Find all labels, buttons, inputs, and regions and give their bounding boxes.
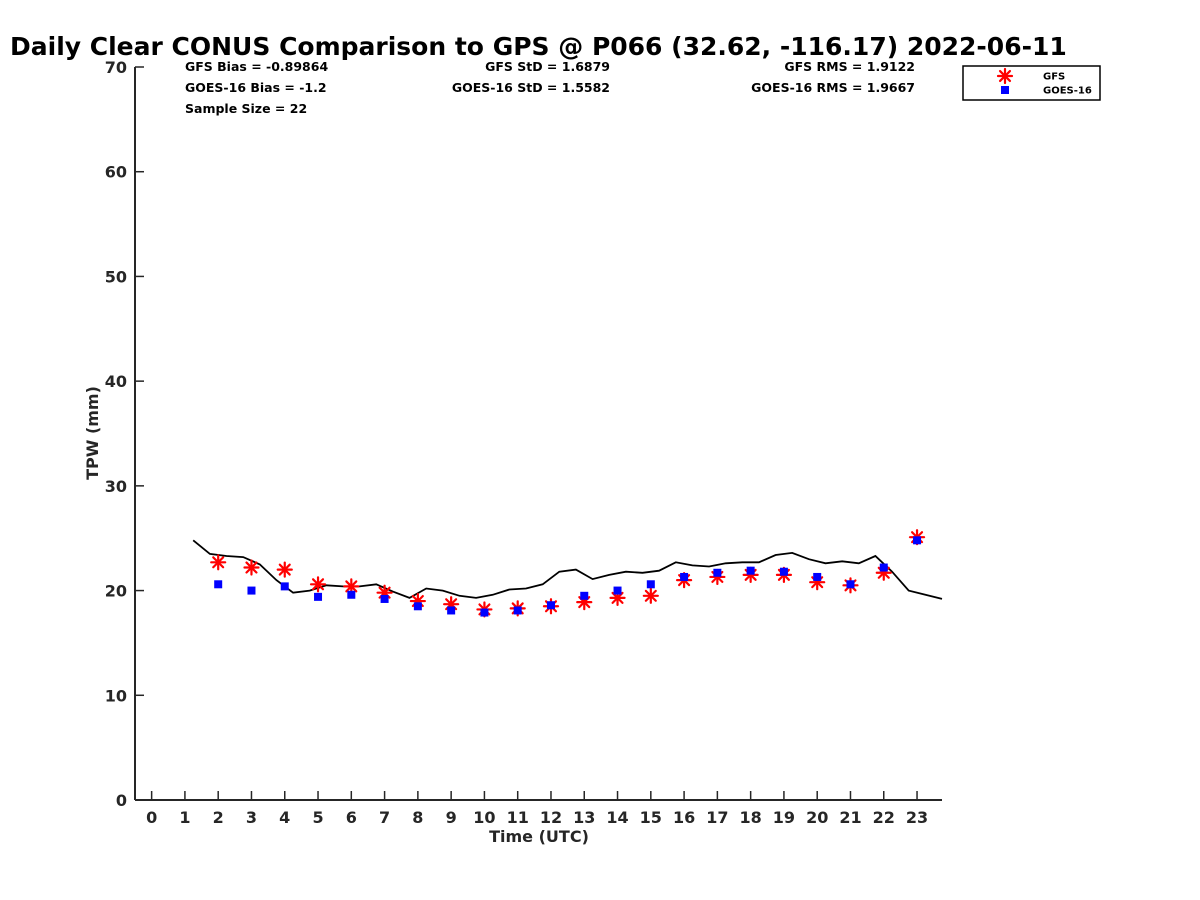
plot-marks: [192, 529, 943, 618]
goes16-point: [779, 567, 788, 576]
goes16-point: [879, 563, 888, 572]
x-tick-label: 16: [673, 808, 695, 827]
x-tick-label: 1: [179, 808, 190, 827]
goes16-point: [347, 590, 356, 599]
legend-goes16-marker: [1001, 86, 1009, 94]
x-tick-label: 5: [312, 808, 323, 827]
legend-label: GFS: [1043, 72, 1065, 83]
x-axis-label: Time (UTC): [489, 827, 589, 846]
x-tick-label: 2: [213, 808, 224, 827]
x-tick-label: 13: [573, 808, 595, 827]
y-tick-label: 10: [105, 686, 127, 705]
goes16-point: [280, 582, 289, 591]
x-tick-label: 6: [346, 808, 357, 827]
y-tick-label: 50: [105, 267, 127, 286]
x-tick-label: 3: [246, 808, 257, 827]
y-tick-label: 40: [105, 372, 127, 391]
goes16-point: [580, 591, 589, 600]
x-tick-label: 9: [446, 808, 457, 827]
x-tick-label: 21: [839, 808, 861, 827]
x-tick-label: 22: [873, 808, 895, 827]
gfs-point: [276, 561, 293, 578]
x-tick-label: 23: [906, 808, 928, 827]
legend-gfs-marker: [996, 67, 1014, 85]
y-tick-label: 0: [116, 791, 127, 810]
legend: GFS GOES-16: [962, 65, 1101, 101]
y-tick-label: 30: [105, 477, 127, 496]
goes16-point: [613, 586, 622, 595]
goes16-point: [846, 580, 855, 589]
x-tick-label: 11: [507, 808, 529, 827]
x-tick-label: 19: [773, 808, 795, 827]
chart-title: Daily Clear CONUS Comparison to GPS @ P0…: [10, 32, 1067, 61]
goes16-point: [546, 601, 555, 610]
goes16-point: [646, 580, 655, 589]
legend-label: GOES-16: [1043, 86, 1092, 97]
x-tick-label: 17: [706, 808, 728, 827]
x-tick-label: 0: [146, 808, 157, 827]
x-tick-label: 8: [412, 808, 423, 827]
goes16-point: [680, 572, 689, 581]
gfs-point: [210, 554, 227, 571]
stat-goes-rms: GOES-16 RMS = 1.9667: [751, 80, 915, 95]
stats-block: GFS Bias = -0.89864 GOES-16 Bias = -1.2 …: [185, 59, 915, 116]
goes16-point: [447, 606, 456, 615]
goes16-point: [513, 606, 522, 615]
goes16-point: [314, 592, 323, 601]
stat-goes-std: GOES-16 StD = 1.5582: [452, 80, 610, 95]
goes16-point: [713, 568, 722, 577]
y-tick-label: 20: [105, 582, 127, 601]
x-tick-label: 10: [473, 808, 495, 827]
goes16-point: [813, 572, 822, 581]
goes16-point: [913, 536, 922, 545]
y-tick-label: 70: [105, 58, 127, 77]
stat-goes-bias: GOES-16 Bias = -1.2: [185, 80, 327, 95]
x-tick-label: 7: [379, 808, 390, 827]
gps-tpw-line: [192, 539, 943, 600]
x-tick-label: 15: [640, 808, 662, 827]
goes16-point: [480, 608, 489, 617]
goes16-point: [247, 586, 256, 595]
goes16-point: [380, 594, 389, 603]
goes16-point: [413, 602, 422, 611]
x-tick-label: 4: [279, 808, 290, 827]
x-tick-label: 12: [540, 808, 562, 827]
gfs-point: [243, 559, 260, 576]
x-tick-label: 18: [740, 808, 762, 827]
goes16-point: [746, 566, 755, 575]
stat-gfs-bias: GFS Bias = -0.89864: [185, 59, 328, 74]
y-axis-label: TPW (mm): [83, 386, 102, 480]
stat-gfs-rms: GFS RMS = 1.9122: [784, 59, 915, 74]
stat-gfs-std: GFS StD = 1.6879: [485, 59, 610, 74]
y-tick-label: 60: [105, 163, 127, 182]
legend-box: [962, 65, 1101, 101]
goes16-point: [214, 580, 223, 589]
gfs-point: [343, 578, 360, 595]
gfs-point: [642, 587, 659, 604]
gfs-point: [309, 576, 327, 593]
stat-sample-size: Sample Size = 22: [185, 101, 307, 116]
x-tick-label: 14: [606, 808, 628, 827]
x-tick-label: 20: [806, 808, 828, 827]
